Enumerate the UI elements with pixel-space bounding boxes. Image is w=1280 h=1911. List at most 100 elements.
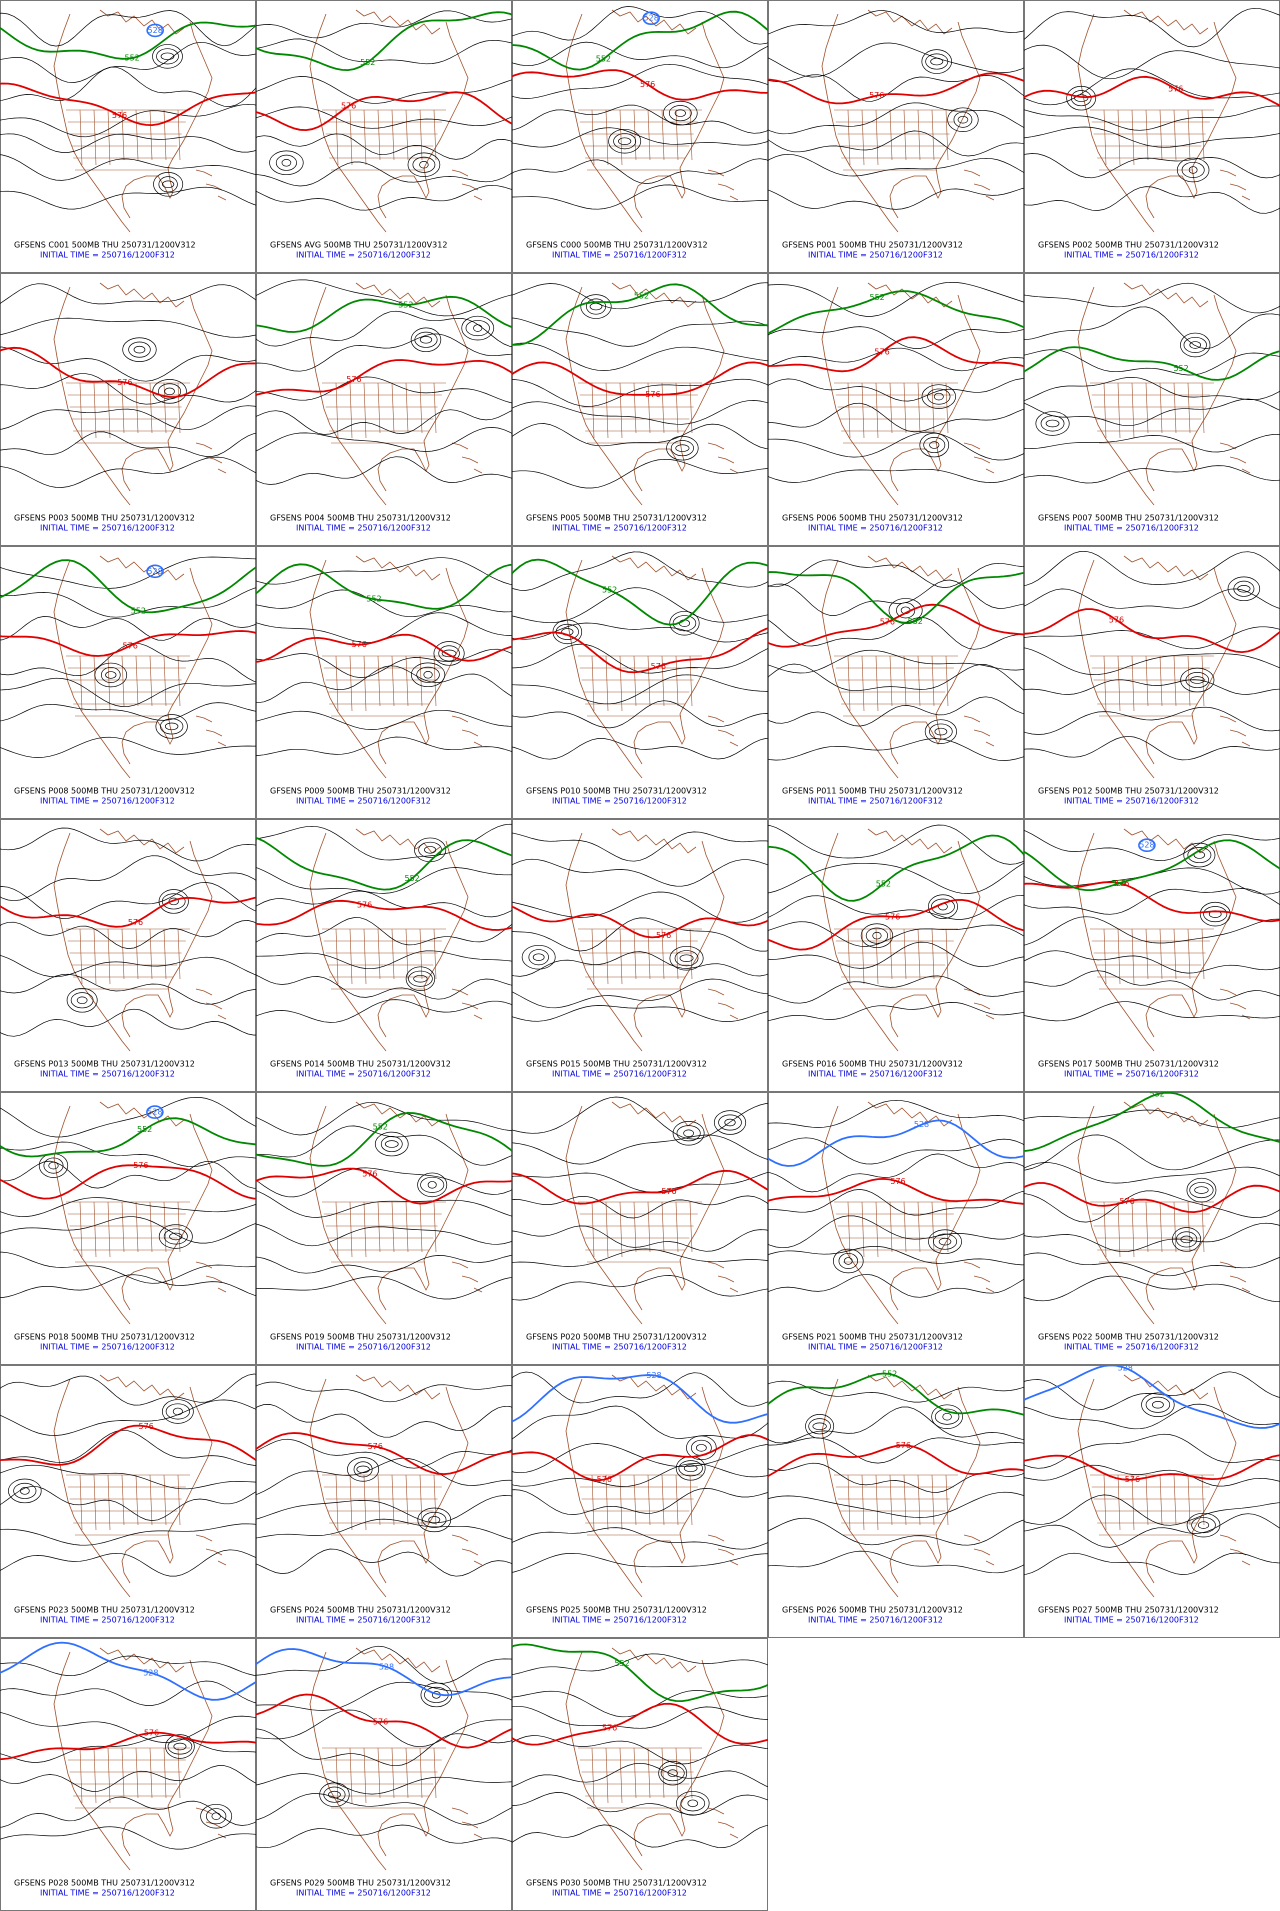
contour-line	[1024, 44, 1280, 80]
contour-closed	[281, 159, 292, 167]
contour-line	[768, 1517, 1024, 1546]
contour-closed	[724, 1118, 736, 1127]
contour-line	[512, 1552, 768, 1573]
panel-title: GFSENS P005 500MB THU 250731/1200V312	[526, 514, 707, 523]
contour-label: 576	[139, 1422, 154, 1431]
contour-line	[768, 1491, 1024, 1518]
contour-closed	[441, 649, 457, 658]
state-border	[335, 655, 339, 712]
contour-line	[256, 1709, 512, 1748]
contour-closed	[172, 1407, 183, 1416]
contour-closed	[384, 1140, 399, 1148]
contour-closed	[380, 1136, 403, 1153]
state-border	[391, 1474, 395, 1526]
contour-line	[1024, 1513, 1280, 1548]
contour-line	[1024, 349, 1280, 376]
contour-label: 576	[602, 1723, 617, 1732]
panel-init-time: INITIAL TIME = 250716/1200F312	[552, 524, 687, 533]
contour-closed	[805, 1414, 835, 1439]
contour-closed	[167, 1738, 193, 1755]
coastline	[611, 282, 697, 308]
state-border	[675, 1474, 679, 1526]
contour-closed	[1227, 576, 1261, 602]
coastline	[889, 1386, 981, 1584]
contour-label: 552	[1111, 879, 1126, 888]
state-border	[847, 382, 851, 439]
contour-closed	[408, 970, 433, 987]
contour-closed	[1180, 667, 1215, 693]
coastline	[451, 1807, 483, 1839]
coastline	[355, 1374, 441, 1400]
contour-closed	[206, 1808, 227, 1825]
contour-closed	[927, 388, 951, 405]
contour-closed	[70, 992, 94, 1009]
contour-closed	[832, 1248, 864, 1274]
contour-closed	[8, 1478, 42, 1504]
coastline	[355, 555, 441, 581]
coastline	[565, 1651, 643, 1871]
panel-frame	[768, 0, 1024, 273]
contour-line	[0, 1251, 256, 1284]
contour-closed	[410, 662, 446, 688]
state-border	[335, 109, 339, 166]
coastline	[821, 559, 899, 779]
coastline	[195, 1534, 227, 1566]
panel-frame	[256, 1638, 512, 1911]
contour-line	[0, 1141, 256, 1168]
contour-label: 528	[143, 1668, 158, 1677]
map-area: 576 552	[512, 1643, 768, 1871]
panel-init-time: INITIAL TIME = 250716/1200F312	[296, 1889, 431, 1898]
state-border	[647, 1747, 651, 1799]
state-border	[1201, 382, 1205, 434]
panel-frame	[0, 1365, 256, 1638]
contour-line	[0, 1485, 256, 1521]
state-border	[419, 1201, 423, 1253]
state-border	[633, 1474, 637, 1526]
contour-closed	[407, 152, 441, 177]
panel-init-time: INITIAL TIME = 250716/1200F312	[808, 1343, 943, 1352]
coastline	[53, 1378, 131, 1598]
state-border	[945, 382, 949, 434]
contour-closed	[1237, 585, 1251, 593]
state-border	[875, 1474, 879, 1531]
contour-line	[512, 1824, 768, 1848]
coastline	[451, 442, 483, 474]
state-border	[903, 382, 907, 434]
contour-line	[0, 1216, 256, 1244]
coastline	[451, 169, 483, 201]
contour-closed	[417, 1507, 452, 1533]
coastline	[53, 1105, 131, 1325]
contour-line	[256, 1681, 512, 1711]
map-panel: 576 GFSENS P013 500MB THU 250731/1200V312…	[0, 819, 256, 1092]
coastline	[1219, 1261, 1251, 1293]
map-panel: 576 GFSENS P003 500MB THU 250731/1200V312…	[0, 273, 256, 546]
panel-frame	[0, 546, 256, 819]
contour-line	[512, 1488, 768, 1515]
contour-closed	[528, 949, 549, 966]
colored-contour	[146, 1105, 164, 1119]
contour-closed	[860, 923, 894, 948]
contour-closed	[680, 1795, 706, 1812]
contour-closed	[13, 1482, 37, 1499]
contour-line	[1024, 1001, 1280, 1022]
state-border	[93, 655, 97, 712]
state-border	[591, 928, 595, 985]
map-panel: 576 528 GFSENS P029 500MB THU 250731/1200V…	[256, 1638, 512, 1911]
contour-line	[1024, 1494, 1280, 1526]
contour-closed	[1189, 341, 1202, 349]
contour-line	[1024, 888, 1280, 915]
panel-frame	[768, 819, 1024, 1092]
state-border	[861, 655, 865, 712]
contour-line	[512, 1792, 768, 1816]
contour-line	[0, 1274, 256, 1298]
state-border	[689, 655, 693, 707]
panel-title: GFSENS P023 500MB THU 250731/1200V312	[14, 1606, 195, 1615]
state-border	[647, 1201, 651, 1253]
contour-label: 528	[914, 1120, 929, 1129]
contour-label: 576	[346, 375, 361, 384]
coastline	[867, 555, 953, 581]
coastline	[121, 1659, 213, 1857]
contour-line	[256, 1167, 512, 1198]
panel-title: GFSENS P011 500MB THU 250731/1200V312	[782, 787, 963, 796]
